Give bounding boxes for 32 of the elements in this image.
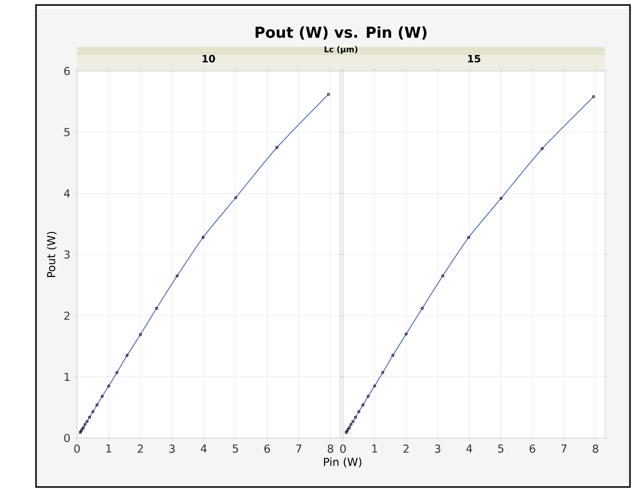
x-tick-label: 5 — [498, 444, 504, 453]
x-tick-label: 4 — [200, 444, 207, 453]
text: Pout (W) vs. Pin (W) — [256, 26, 426, 40]
y-tick-label: 2 — [64, 312, 70, 320]
line-series — [78, 92, 330, 434]
y-tick-label: 4 — [64, 189, 70, 198]
x-tick-label: 8 — [592, 444, 598, 453]
x-tick-label: 1 — [106, 444, 112, 453]
x-tick-label: 7 — [296, 444, 302, 453]
x-tick-label: 7 — [561, 444, 567, 453]
y-tick-label: 0 — [64, 434, 70, 442]
x-tick-label: 6 — [264, 444, 270, 453]
y-tick-label: 3 — [64, 250, 70, 259]
text: Lc (µm) — [324, 46, 358, 54]
x-tick-label: 8 — [328, 444, 334, 453]
x-tick-label: 2 — [138, 444, 143, 453]
y-tick-label: 6 — [64, 66, 70, 76]
x-tick-label: 0 — [340, 444, 346, 453]
chart-title: 15 — [468, 55, 480, 62]
x-axis-title: Pin (W) — [324, 458, 362, 468]
y-axis-title: Pout (W) — [46, 232, 57, 278]
x-tick-label: 3 — [435, 444, 440, 453]
y-tick-label: 1 — [64, 372, 70, 381]
x-tick-label: 2 — [403, 444, 409, 453]
x-tick-label: 3 — [169, 444, 175, 453]
x-tick-label: 5 — [232, 444, 238, 453]
chart-title: 10 — [202, 54, 215, 62]
x-tick-label: 1 — [372, 444, 378, 453]
x-tick-label: 0 — [74, 444, 80, 453]
x-tick-label: 4 — [466, 444, 472, 453]
y-tick-label: 5 — [64, 128, 70, 136]
x-tick-label: 6 — [530, 444, 536, 453]
